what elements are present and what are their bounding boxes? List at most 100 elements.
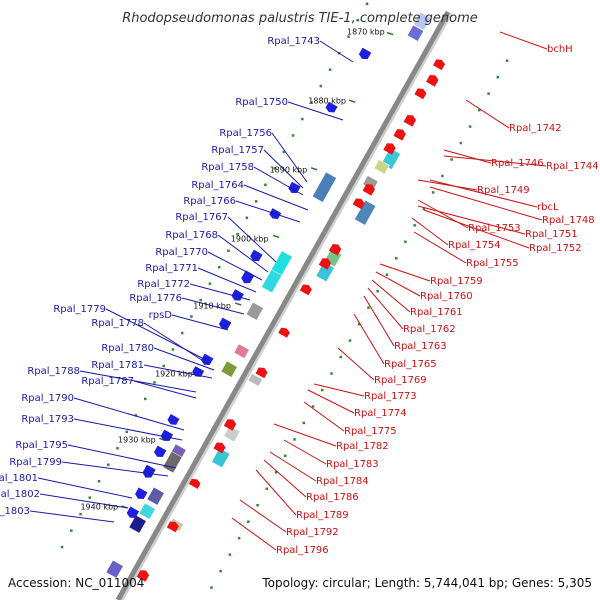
gc-dot-left	[171, 348, 175, 351]
forward-gene-arrow	[231, 289, 244, 301]
reverse-gene-arrow	[318, 258, 332, 270]
gc-dot-left	[356, 18, 360, 22]
reverse-gene-arrow	[188, 478, 201, 489]
feature-block	[312, 171, 337, 203]
left-leader	[37, 477, 133, 499]
forward-gene-shape	[192, 366, 205, 377]
feature-block-rect	[247, 373, 263, 387]
left-leader	[235, 200, 301, 223]
forward-gene-shape	[201, 353, 214, 366]
right-leader	[353, 313, 385, 365]
gc-dot-left	[153, 381, 156, 384]
gc-dot-right	[413, 224, 416, 227]
reverse-gene-shape	[362, 184, 375, 196]
gc-dot-left	[180, 331, 184, 335]
left-gene-label: Rpal_1780	[101, 343, 154, 354]
gc-dot-left	[310, 101, 313, 104]
gc-dot-right	[210, 586, 213, 589]
right-leader	[263, 459, 307, 498]
left-gene-label: Rpal_1770	[155, 247, 208, 258]
reverse-gene-shape	[403, 115, 417, 127]
left-leader	[153, 347, 215, 371]
gc-dot-right	[459, 141, 463, 145]
right-leader	[337, 347, 375, 381]
gc-dot-left	[236, 233, 239, 236]
left-gene-label: Rpal_1779	[53, 304, 106, 315]
gc-dot-right	[237, 536, 241, 540]
left-gene-label: Rpal_1758	[201, 162, 254, 173]
reverse-gene-shape	[352, 198, 365, 210]
right-gene-label: Rpal_1761	[410, 307, 463, 318]
right-gene-label: Rpal_1792	[286, 527, 339, 538]
left-leader	[181, 297, 245, 315]
right-gene-label: Rpal_1753	[468, 223, 521, 234]
feature-block	[233, 343, 250, 359]
right-gene-label: Rpal_1773	[364, 391, 417, 402]
feature-block	[105, 559, 124, 579]
reverse-gene-shape	[213, 442, 226, 454]
forward-gene-shape	[126, 506, 140, 518]
feature-block	[146, 486, 165, 506]
gc-dot-left	[254, 200, 258, 203]
reverse-gene-shape	[318, 258, 332, 270]
left-leader	[39, 493, 129, 509]
gc-dot-left	[125, 430, 129, 434]
gc-dot-right	[468, 125, 472, 128]
right-leader	[443, 149, 492, 164]
scale-label: 1940 kbp	[80, 503, 118, 512]
feature-block-rect	[354, 199, 377, 226]
scale-label: 1930 kbp	[118, 436, 156, 445]
scale-tick	[348, 99, 356, 103]
gc-content-track	[60, 2, 509, 589]
right-leader	[283, 439, 327, 465]
left-leader	[133, 380, 197, 399]
gc-dot-right	[228, 553, 232, 556]
forward-gene-shape	[167, 414, 180, 425]
right-leader	[443, 155, 547, 167]
gc-dot-right	[339, 355, 342, 359]
gc-dot-left	[319, 84, 323, 88]
right-leader	[375, 271, 421, 297]
left-gene-label: Rpal_1757	[211, 145, 264, 156]
forward-gene-shape	[269, 208, 282, 219]
feature-block	[220, 360, 238, 378]
reverse-gene-shape	[255, 367, 268, 379]
right-leader	[413, 231, 467, 264]
right-leader	[417, 179, 478, 191]
left-gene-label: Rpal_1767	[175, 212, 228, 223]
forward-gene-arrow	[250, 249, 263, 262]
feature-block	[413, 11, 432, 31]
right-gene-label: Rpal_1759	[430, 276, 483, 287]
kbp-scale: 1870 kbp 1880 kbp 1890 kbp 1900 kbp 1910 kbp…	[80, 28, 384, 512]
gc-dot-right	[404, 240, 407, 244]
right-leader	[231, 517, 277, 551]
left-gene-label: Rpal_1795	[15, 440, 68, 451]
left-gene-label: Rpal_1743	[267, 36, 320, 47]
right-gene-label: Rpal_1789	[296, 510, 349, 521]
left-gene-label: Rpal_1790	[21, 393, 74, 404]
gc-dot-right	[284, 454, 287, 458]
forward-gene-arrow	[201, 353, 214, 366]
left-gene-label: Rpal_1802	[0, 489, 40, 500]
right-gene-label: Rpal_1782	[336, 441, 389, 452]
left-gene-label: Rpal_1801	[0, 473, 38, 484]
gc-dot-left	[245, 216, 249, 220]
gc-dot-right	[247, 520, 250, 523]
forward-gene-arrow	[241, 270, 255, 284]
gc-dot-left	[217, 265, 221, 269]
right-gene-label: Rpal_1754	[448, 240, 501, 251]
left-gene-label: Rpal_1766	[183, 196, 236, 207]
scale-label: 1910 kbp	[193, 302, 231, 311]
gc-dot-right	[505, 59, 509, 62]
gc-dot-right	[219, 569, 222, 573]
gc-dot-right	[321, 388, 324, 392]
feature-block-rect	[261, 269, 283, 294]
left-gene-label: Rpal_1772	[137, 279, 190, 290]
gc-dot-left	[162, 364, 165, 368]
reverse-gene-shape	[414, 88, 427, 100]
gc-dot-right	[441, 174, 444, 178]
reverse-gene-arrow	[383, 143, 396, 155]
feature-block-rect	[312, 171, 337, 203]
right-leader	[379, 263, 431, 282]
scale-tick	[272, 234, 280, 239]
